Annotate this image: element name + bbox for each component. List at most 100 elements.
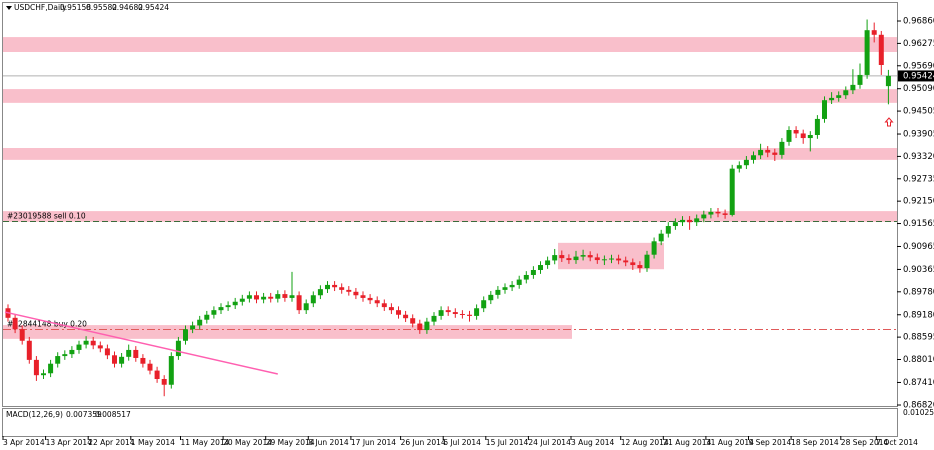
candle-body <box>722 213 728 215</box>
x-tick-label: 22 Apr 2014 <box>88 438 135 447</box>
candle-body <box>729 168 735 215</box>
header-ohlc: 0.94682 <box>112 3 143 12</box>
candle-body <box>232 301 238 306</box>
y-tick-label: 0.92735 <box>903 174 934 184</box>
x-tick-label: 17 Jun 2014 <box>351 438 396 447</box>
candle-body <box>254 295 259 300</box>
candle-body <box>204 314 210 320</box>
candle-body <box>630 262 636 266</box>
candle-body <box>878 34 884 65</box>
candle-body <box>218 307 224 311</box>
candle-body <box>119 356 125 364</box>
y-tick-label: 0.91565 <box>903 219 934 229</box>
candle-body <box>12 317 18 330</box>
candle-body <box>353 291 359 296</box>
price-box <box>898 70 934 82</box>
candle-body <box>83 340 89 345</box>
x-tick-label: 11 May 2014 <box>181 438 230 447</box>
candle-body <box>325 284 330 290</box>
candle-body <box>69 349 75 355</box>
candle-body <box>772 152 778 155</box>
candle-body <box>552 255 558 261</box>
candle-body <box>55 356 61 364</box>
candle-body <box>268 296 274 299</box>
candle-body <box>601 259 607 261</box>
candle-body <box>48 363 54 374</box>
candle-body <box>33 359 39 376</box>
zone <box>3 37 897 52</box>
candle-body <box>609 258 614 260</box>
candle-body <box>126 349 132 357</box>
candle-body <box>289 295 295 298</box>
candle-body <box>133 349 139 358</box>
candle-body <box>523 274 529 280</box>
candle-body <box>715 211 721 214</box>
x-tick-label: 8 Jun 2014 <box>308 438 349 447</box>
candle-body <box>743 159 749 166</box>
candle-body <box>112 355 117 364</box>
candle-body <box>573 256 579 261</box>
candle-body <box>97 345 103 349</box>
header-ohlc: 0.95424 <box>138 3 169 12</box>
candle-body <box>317 289 323 296</box>
x-tick-label: 21 Aug 2014 <box>663 438 711 447</box>
candle-body <box>275 294 281 299</box>
candle-body <box>76 344 82 350</box>
candle-body <box>516 279 522 285</box>
macd-value: 0.007359 <box>66 410 102 419</box>
arrow-icon <box>884 117 894 127</box>
candle-body <box>779 141 785 155</box>
candle-body <box>800 133 806 139</box>
candle-body <box>474 308 480 316</box>
candle-body <box>850 84 856 91</box>
candle-body <box>239 298 245 302</box>
candle-body <box>793 130 799 134</box>
macd-label: MACD(12,26,9) <box>6 410 63 419</box>
trendline <box>4 311 278 375</box>
candle-body <box>885 75 891 87</box>
candle-body <box>680 219 685 223</box>
menu-arrow[interactable] <box>6 6 12 10</box>
candle-body <box>410 318 416 324</box>
candle-body <box>481 300 487 309</box>
candle-body <box>616 258 622 261</box>
candle-body <box>346 289 352 292</box>
candle-body <box>587 255 593 258</box>
candle-body <box>19 329 25 341</box>
candle-body <box>339 287 345 290</box>
candle-body <box>225 305 231 308</box>
candle-body <box>62 354 68 357</box>
x-tick-label: 28 Sep 2014 <box>841 438 889 447</box>
x-tick-label: 9 Sep 2014 <box>749 438 792 447</box>
candle-body <box>303 303 309 311</box>
zone <box>3 147 897 160</box>
candle-body <box>175 340 181 357</box>
candle-body <box>261 296 267 300</box>
candle-body <box>864 30 870 75</box>
candle-body <box>822 100 827 119</box>
candle-body <box>857 74 863 85</box>
candle-body <box>310 295 316 304</box>
candle-body <box>829 97 835 101</box>
candle-body <box>360 295 366 298</box>
candle-body <box>843 90 849 96</box>
candle-body <box>786 130 792 142</box>
candle-body <box>488 294 494 301</box>
candle-body <box>495 289 501 295</box>
x-tick-label: 12 Aug 2014 <box>621 438 669 447</box>
candle-body <box>559 255 565 259</box>
candle-body <box>658 233 664 242</box>
candle-body <box>445 310 451 313</box>
zone <box>3 211 897 222</box>
candle-body <box>154 370 160 380</box>
candle-body <box>594 257 600 261</box>
candle-body <box>566 258 572 261</box>
candle-body <box>758 149 764 156</box>
candle-body <box>367 297 373 301</box>
candle-body <box>332 284 338 288</box>
x-tick-label: 24 Jul 2014 <box>528 438 571 447</box>
candle-body <box>211 310 217 315</box>
